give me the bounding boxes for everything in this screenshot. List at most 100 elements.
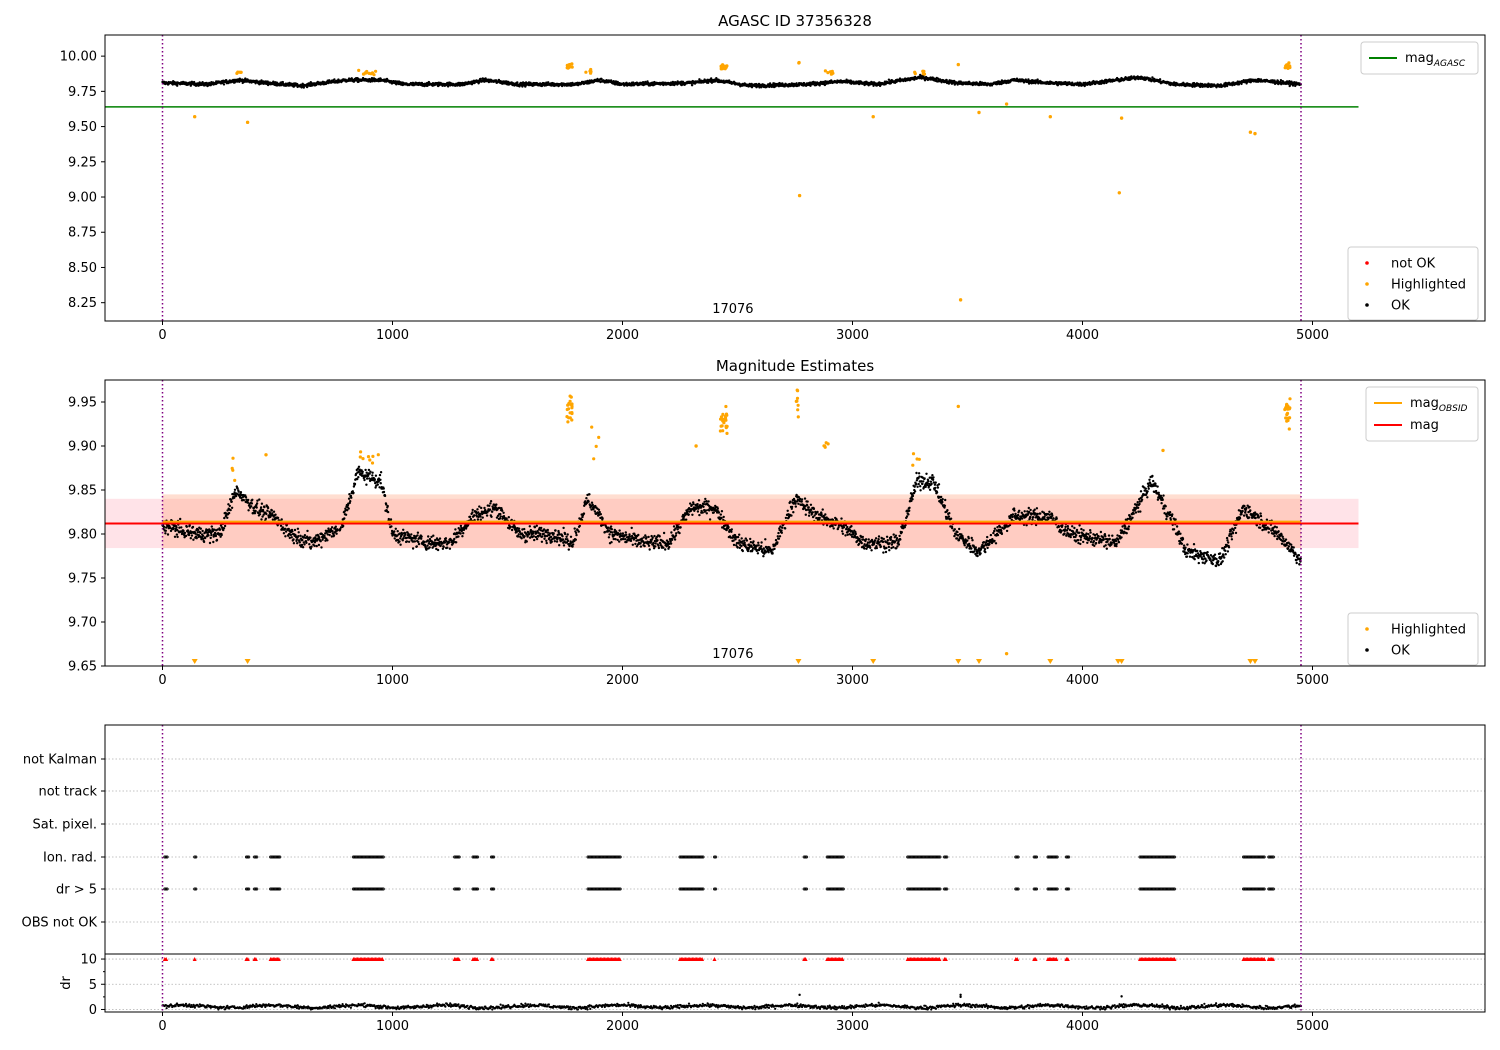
panel1-y-tick-label: 9.00 xyxy=(68,191,97,206)
panel1-highlighted-point xyxy=(871,115,875,119)
panel2-ok-point xyxy=(624,531,627,534)
panel2-ok-point xyxy=(202,540,206,544)
panel2-ok-point xyxy=(331,530,334,533)
panel2-ok-point xyxy=(490,515,493,518)
panel2-ok-point xyxy=(423,540,426,544)
panel2-ok-point xyxy=(207,534,210,537)
panel2-ok-point xyxy=(541,535,544,538)
panel2-ok-point xyxy=(459,532,462,535)
panel2-ok-point xyxy=(376,483,379,486)
panel2-ok-point xyxy=(567,548,570,551)
panel2-ok-point xyxy=(631,543,634,546)
panel2-ok-point xyxy=(716,507,719,510)
panel2-ok-point xyxy=(389,518,393,521)
panel1-ok-point xyxy=(463,83,466,87)
panel2-ok-point xyxy=(794,505,797,508)
panel2-ok-point xyxy=(578,524,581,528)
panel1-highlighted-point xyxy=(831,71,835,75)
panel1-highlighted-point xyxy=(584,70,588,74)
panel2-ok-point xyxy=(365,483,368,486)
panel2-ok-point xyxy=(722,515,725,519)
panel2-ok-point xyxy=(179,517,182,521)
panel2-ok-point xyxy=(573,527,576,530)
panel2-ok-point xyxy=(281,526,284,529)
panel2-ok-point xyxy=(457,535,460,538)
panel1-highlighted-point xyxy=(1284,64,1288,68)
panel2-ok-point xyxy=(305,541,308,544)
panel2-ok-point xyxy=(792,511,795,514)
panel2-ok-point xyxy=(670,531,673,534)
panel2-ok-point xyxy=(517,533,520,536)
panel2-ok-point xyxy=(712,511,715,514)
panel2-ok-point xyxy=(164,529,167,532)
panel2-ok-point xyxy=(565,535,568,538)
panel2-ok-point xyxy=(752,540,755,543)
panel2-ok-point xyxy=(601,517,604,520)
panel2-ok-point xyxy=(566,539,570,543)
panel1-ok-point xyxy=(547,81,550,84)
panel2-ok-point xyxy=(668,545,671,549)
panel2-ok-point xyxy=(653,534,656,538)
panel2-ok-point xyxy=(201,534,205,537)
panel2-ok-point xyxy=(658,535,661,538)
panel2-ok-point xyxy=(234,494,238,498)
panel2-ok-point xyxy=(776,535,779,538)
panel2-ok-point xyxy=(297,531,300,534)
panel1-ok-point xyxy=(420,81,424,85)
panel2-ok-point xyxy=(569,535,573,538)
panel2-ok-point xyxy=(555,540,559,543)
panel2-ok-point xyxy=(180,526,183,529)
panel2-ok-point xyxy=(266,509,269,512)
panel2-ok-point xyxy=(483,506,486,510)
panel2-ok-point xyxy=(369,470,372,473)
panel2-ok-point xyxy=(630,526,633,530)
panel2-ok-point xyxy=(420,537,423,540)
panel2-ok-point xyxy=(402,528,405,531)
panel2-ok-point xyxy=(743,539,746,542)
panel2-ok-point xyxy=(625,533,628,536)
panel2-ok-point xyxy=(330,526,334,529)
panel2-ok-point xyxy=(357,476,360,479)
panel1-ok-point xyxy=(795,82,798,85)
panel1-y-tick-label: 9.75 xyxy=(68,85,97,100)
panel2-ok-point xyxy=(598,510,601,514)
panel2-ok-point xyxy=(401,539,404,542)
panel2-ok-point xyxy=(319,540,322,543)
panel2-ok-point xyxy=(173,535,177,538)
panel2-ok-point xyxy=(201,529,204,533)
panel2-ok-point xyxy=(806,504,809,507)
panel2-ok-point xyxy=(657,544,660,547)
panel1-highlighted-point xyxy=(1004,102,1009,106)
panel1-y-tick-label: 10.00 xyxy=(60,50,97,65)
panel2-ok-point xyxy=(549,535,553,539)
panel2-ok-point xyxy=(528,532,531,536)
panel2-ok-point xyxy=(794,502,797,505)
panel2-ok-point xyxy=(656,539,659,542)
panel2-ok-point xyxy=(315,544,318,548)
panel2-ok-point xyxy=(691,513,694,516)
panel1-ok-point xyxy=(333,78,336,81)
panel1-ok-point xyxy=(781,82,784,86)
panel2-ok-point xyxy=(364,468,367,472)
panel1-ok-point xyxy=(662,83,665,87)
panel1-x-tick-label: 3000 xyxy=(836,328,869,343)
panel2-ok-point xyxy=(264,517,268,520)
panel2-ok-point xyxy=(254,509,257,513)
panel1-legend-point-label: Highlighted xyxy=(1391,278,1466,293)
panel1-highlighted-point xyxy=(956,62,960,67)
panel2-ok-point xyxy=(279,524,283,527)
panel2-ok-point xyxy=(574,538,577,541)
panel2-ok-point xyxy=(535,537,539,541)
panel2-ok-point xyxy=(260,518,263,521)
panel2-ok-point xyxy=(189,537,192,540)
panel2-ok-point xyxy=(434,538,437,542)
panel2-ok-point xyxy=(577,530,580,533)
panel2-ok-point xyxy=(645,536,648,539)
panel2-ok-point xyxy=(558,544,561,547)
panel1-highlighted-point xyxy=(193,115,197,119)
panel2-ok-point xyxy=(730,530,733,533)
panel1-ok-point xyxy=(518,85,521,88)
panel2-ok-point xyxy=(363,478,366,482)
panel1-legend-point-swatch xyxy=(1365,261,1369,265)
